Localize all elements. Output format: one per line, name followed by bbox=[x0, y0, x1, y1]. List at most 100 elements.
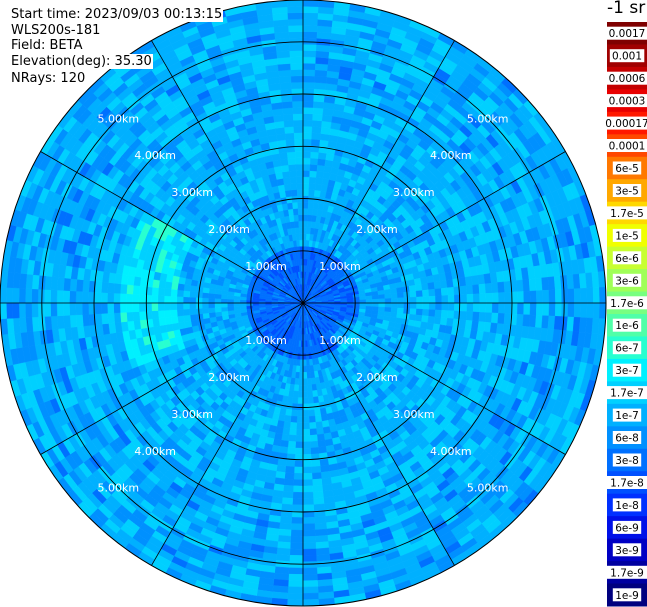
radar-bin bbox=[189, 313, 198, 322]
radar-bin bbox=[284, 472, 295, 480]
radar-bin bbox=[288, 567, 304, 575]
radar-bin bbox=[201, 307, 210, 314]
radar-bin bbox=[554, 289, 563, 304]
radar-bin bbox=[62, 302, 71, 316]
radar-bin bbox=[189, 290, 197, 298]
radar-bin bbox=[125, 293, 134, 304]
radar-bin bbox=[427, 315, 436, 324]
radar-bin bbox=[309, 428, 318, 436]
radar-bin bbox=[302, 81, 315, 89]
radar-bin bbox=[31, 302, 39, 318]
radar-bin bbox=[288, 573, 304, 582]
radar-bin bbox=[69, 290, 77, 304]
radar-bin bbox=[298, 378, 304, 386]
radar-bin bbox=[302, 441, 311, 449]
radar-bin bbox=[170, 295, 178, 304]
radar-bin bbox=[126, 284, 134, 295]
radar-bin bbox=[302, 586, 319, 594]
radar-bin bbox=[302, 580, 319, 588]
radar-bin bbox=[599, 286, 607, 304]
radar-bin bbox=[311, 472, 322, 480]
radar-bin bbox=[113, 282, 122, 294]
radar-bin bbox=[305, 359, 310, 367]
radar-bin bbox=[312, 113, 324, 122]
radar-bin bbox=[307, 384, 313, 392]
radar-bin bbox=[227, 302, 234, 308]
radar-bin bbox=[302, 75, 316, 83]
radar-bin bbox=[484, 282, 493, 294]
radar-bin bbox=[302, 391, 309, 398]
radar-bin bbox=[311, 383, 318, 392]
radar-bin bbox=[214, 302, 222, 308]
radar-bin bbox=[81, 291, 89, 304]
radar-bin bbox=[535, 302, 544, 316]
radar-bin bbox=[310, 157, 319, 166]
radar-bin bbox=[163, 295, 171, 304]
radar-bin bbox=[119, 283, 128, 294]
radar-bin bbox=[460, 302, 468, 312]
radar-bin bbox=[227, 298, 234, 304]
radar-bin bbox=[459, 285, 468, 295]
radar-bin bbox=[283, 414, 292, 423]
radar-bin bbox=[479, 302, 487, 313]
radar-bin bbox=[302, 163, 311, 171]
radar-bin bbox=[292, 390, 299, 398]
radar-bin bbox=[176, 302, 184, 310]
radar-bin bbox=[289, 554, 304, 563]
radar-bin bbox=[177, 283, 185, 291]
radar-bin bbox=[202, 312, 210, 320]
radar-bin bbox=[280, 503, 293, 512]
radar-bin bbox=[288, 434, 297, 442]
radar-bin bbox=[75, 278, 84, 292]
radar-bin bbox=[428, 302, 436, 311]
radar-bin bbox=[138, 302, 146, 312]
radar-bin bbox=[170, 315, 179, 324]
radar-bin bbox=[292, 491, 304, 499]
radar-bin bbox=[12, 302, 20, 319]
radar-bin bbox=[528, 314, 537, 328]
radar-bin bbox=[415, 308, 424, 316]
radar-bin bbox=[43, 302, 52, 317]
radar-bin bbox=[308, 182, 316, 191]
radar-bin bbox=[465, 311, 474, 322]
radar-bin bbox=[302, 466, 313, 474]
radar-bin bbox=[294, 447, 304, 455]
radar-bin bbox=[302, 151, 312, 159]
radar-bin bbox=[302, 239, 307, 247]
radar-bin bbox=[170, 288, 178, 297]
radar-bin bbox=[279, 516, 293, 524]
radar-bin bbox=[561, 302, 569, 318]
radar-bin bbox=[378, 298, 386, 304]
radar-bin bbox=[302, 353, 307, 361]
radar-bin bbox=[157, 295, 165, 304]
radar-bin bbox=[396, 292, 405, 299]
radar-bin bbox=[478, 283, 487, 294]
radar-bin bbox=[409, 296, 417, 304]
radar-bin bbox=[365, 295, 373, 300]
radar-bin bbox=[302, 125, 313, 134]
radar-bins bbox=[0, 0, 607, 607]
radar-bin bbox=[94, 302, 102, 315]
radar-bin bbox=[282, 491, 294, 499]
radar-bin bbox=[94, 280, 103, 293]
radar-bin bbox=[307, 396, 314, 405]
radar-bin bbox=[567, 288, 575, 304]
radar-bin bbox=[311, 132, 322, 141]
radar-bin bbox=[164, 316, 173, 325]
radar-bin bbox=[208, 302, 215, 309]
radar-bin bbox=[308, 415, 316, 424]
radar-bin bbox=[497, 312, 505, 325]
radar-bin bbox=[503, 313, 512, 326]
radar-bin bbox=[297, 397, 304, 405]
radar-bin bbox=[434, 309, 442, 318]
radar-bin bbox=[383, 288, 392, 295]
radar-bin bbox=[56, 302, 64, 317]
radar-bin bbox=[310, 440, 319, 449]
radar-bin bbox=[313, 516, 327, 524]
radar-bin bbox=[307, 201, 314, 210]
radar-bin bbox=[312, 396, 320, 404]
radar-bin bbox=[522, 314, 531, 328]
radar-bin bbox=[113, 302, 121, 314]
radar-bin bbox=[504, 291, 512, 304]
radar-bin bbox=[580, 302, 588, 319]
